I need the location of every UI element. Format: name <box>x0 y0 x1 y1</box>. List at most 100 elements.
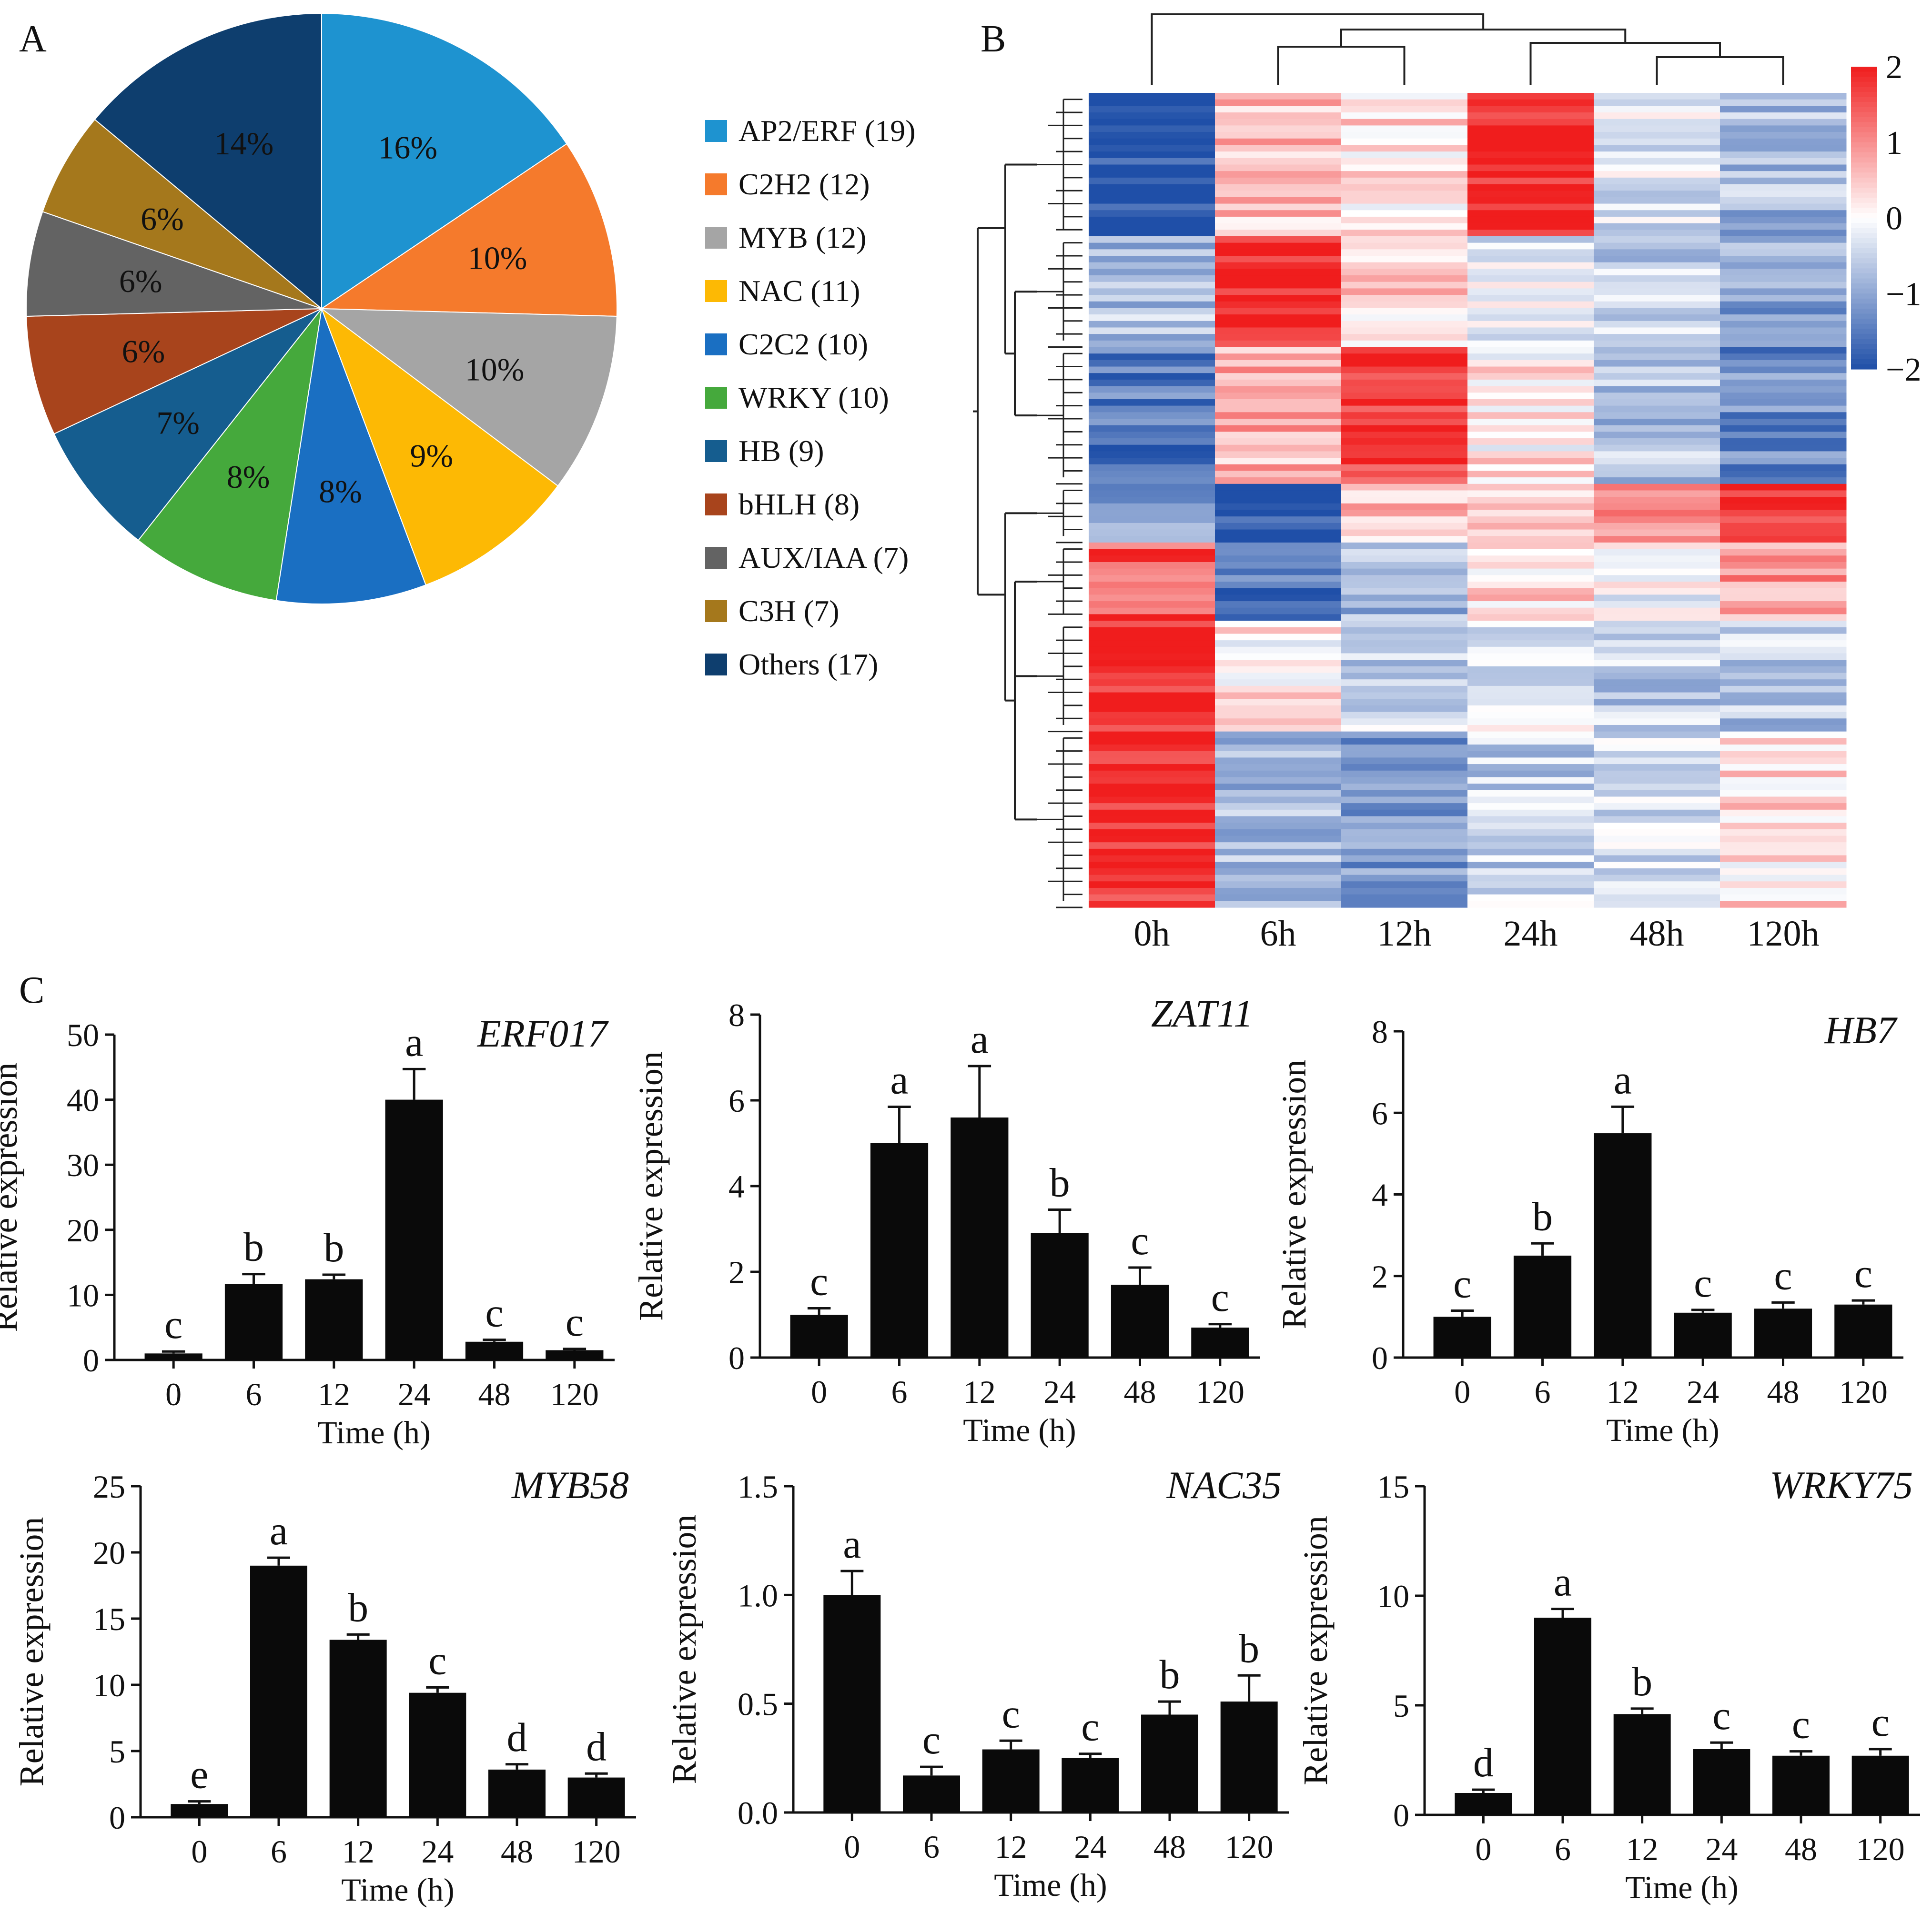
bar <box>1062 1758 1119 1812</box>
heatmap-cell <box>1467 432 1594 439</box>
heatmap-cell <box>1467 529 1594 536</box>
heatmap-cell <box>1594 490 1720 497</box>
heatmap-cell <box>1341 646 1468 654</box>
heatmap-cell <box>1594 106 1720 113</box>
significance-letter: c <box>1211 1274 1229 1320</box>
heatmap-cell <box>1467 601 1594 608</box>
heatmap-cell <box>1341 340 1468 348</box>
heatmap-cell <box>1089 366 1215 373</box>
heatmap-cell <box>1089 464 1215 472</box>
heatmap-cell <box>1467 542 1594 550</box>
significance-letter: a <box>270 1508 288 1553</box>
heatmap-cell <box>1341 660 1468 667</box>
heatmap-cell <box>1089 738 1215 745</box>
heatmap-cell <box>1594 477 1720 484</box>
heatmap-cell <box>1594 627 1720 634</box>
y-tick-label: 0.0 <box>738 1795 778 1831</box>
colorbar-segment <box>1851 323 1877 329</box>
heatmap-cell <box>1215 855 1342 862</box>
heatmap-cell <box>1089 646 1215 654</box>
y-tick-label: 25 <box>93 1469 125 1505</box>
heatmap-cell <box>1594 210 1720 217</box>
heatmap-chart: 0h 6h 12h 24h 48h 120h 2 1 0 −1 −2 <box>973 13 1921 954</box>
heatmap-cell <box>1720 262 1847 269</box>
heatmap-cell <box>1467 340 1594 348</box>
colorbar-segment <box>1851 233 1877 239</box>
heatmap-cell <box>1341 842 1468 849</box>
heatmap-cell <box>1594 99 1720 106</box>
colorbar-segment <box>1851 283 1877 289</box>
heatmap-cell <box>1089 379 1215 387</box>
heatmap-cell <box>1341 536 1468 543</box>
heatmap-cell <box>1594 438 1720 445</box>
heatmap-cell <box>1720 803 1847 810</box>
heatmap-cell <box>1215 432 1342 439</box>
heatmap-cell <box>1594 242 1720 250</box>
heatmap-cell <box>1594 483 1720 491</box>
heatmap-cell <box>1089 582 1215 589</box>
legend-label: bHLH (8) <box>738 487 860 521</box>
gene-name: NAC35 <box>1166 1463 1282 1507</box>
heatmap-cell <box>1089 99 1215 106</box>
colorbar-segment <box>1851 344 1877 350</box>
heatmap-cell <box>1594 373 1720 380</box>
heatmap-cell <box>1594 751 1720 758</box>
heatmap-cell <box>1720 582 1847 589</box>
heatmap-cell <box>1341 458 1468 465</box>
heatmap-cell <box>1467 223 1594 230</box>
heatmap-cell <box>1720 295 1847 302</box>
significance-letter: d <box>1473 1740 1494 1785</box>
heatmap-cell <box>1089 256 1215 263</box>
heatmap-cell <box>1720 881 1847 888</box>
heatmap-cell <box>1215 347 1342 354</box>
x-tick-label: 24 <box>1687 1374 1719 1410</box>
heatmap-cell <box>1594 93 1720 100</box>
heatmap-cell <box>1341 366 1468 373</box>
heatmap-cell <box>1467 868 1594 876</box>
x-axis-label: Time (h) <box>1625 1869 1738 1905</box>
heatmap-cell <box>1341 601 1468 608</box>
heatmap-cell <box>1467 132 1594 139</box>
legend-swatch <box>705 227 727 249</box>
heatmap-cell <box>1467 653 1594 660</box>
heatmap-cell <box>1594 366 1720 373</box>
heatmap-cell <box>1341 177 1468 185</box>
heatmap-cell <box>1215 379 1342 387</box>
heatmap-cell <box>1341 555 1468 563</box>
heatmap-cell <box>1341 295 1468 302</box>
heatmap-cell <box>1089 627 1215 634</box>
heatmap-cell <box>1594 497 1720 504</box>
pie-slice-c2c2 <box>275 307 426 604</box>
heatmap-cell <box>1215 627 1342 634</box>
colorbar-segment <box>1851 243 1877 249</box>
heatmap-cell <box>1467 164 1594 171</box>
heatmap-cell <box>1341 523 1468 530</box>
heatmap-cell <box>1720 653 1847 660</box>
colorbar-tick-label: 1 <box>1886 125 1902 161</box>
significance-letter: d <box>586 1723 607 1769</box>
heatmap-cell <box>1720 360 1847 367</box>
heatmap-cell <box>1594 191 1720 198</box>
y-axis-label: Relative expression <box>12 1517 51 1787</box>
heatmap-cell <box>1215 477 1342 484</box>
heatmap-cell <box>1215 269 1342 276</box>
significance-letter: c <box>164 1301 182 1347</box>
heatmap-cell <box>1341 777 1468 784</box>
heatmap-cell <box>1594 731 1720 738</box>
heatmap-cell <box>1089 425 1215 432</box>
colorbar-segment <box>1851 248 1877 254</box>
heatmap-cell <box>1594 594 1720 602</box>
heatmap-cell <box>1341 685 1468 693</box>
heatmap-cell <box>1594 171 1720 178</box>
heatmap-cell <box>1467 256 1594 263</box>
heatmap-cell <box>1341 164 1468 171</box>
x-tick-label: 48 <box>478 1376 511 1412</box>
heatmap-cell <box>1341 216 1468 224</box>
heatmap-cell <box>1089 106 1215 113</box>
gene-name: HB7 <box>1824 1008 1898 1052</box>
gene-name: WRKY75 <box>1770 1463 1913 1507</box>
heatmap-cell <box>1215 106 1342 113</box>
heatmap-cell <box>1594 444 1720 452</box>
heatmap-cell <box>1467 106 1594 113</box>
x-tick-label: 6 <box>891 1374 908 1410</box>
